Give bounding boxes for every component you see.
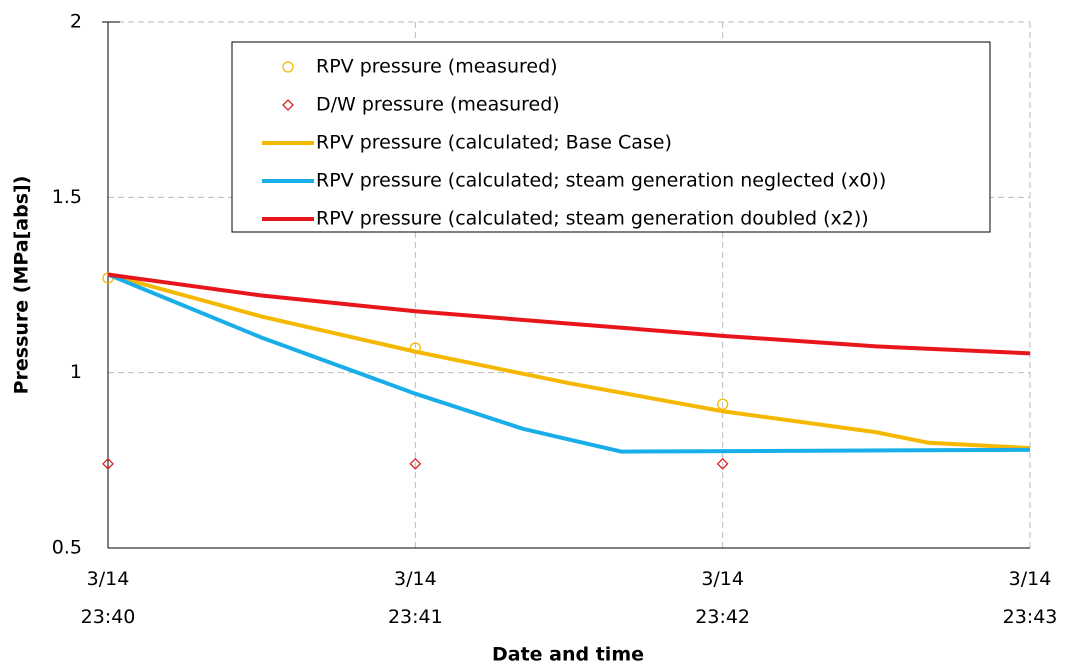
y-axis-label: Pressure (MPa[abs]) [11,176,33,395]
x-tick-label: 3/14 23:42 [695,568,751,628]
marker [102,457,114,470]
legend-label: RPV pressure (calculated; steam generati… [316,208,869,230]
legend-label: RPV pressure (measured) [316,56,558,78]
y-tick-label: 2 [70,11,82,33]
x-tick-label: 3/14 23:43 [1002,568,1058,628]
legend-label: D/W pressure (measured) [316,94,560,116]
x-axis-label: Date and time [492,644,644,666]
series-line [107,272,1031,356]
y-tick-label: 1.5 [52,186,82,208]
y-tick-label: 1 [70,361,82,383]
marker [409,457,422,470]
marker [282,61,294,73]
y-tick-label: 0.5 [52,537,82,559]
legend-label: RPV pressure (calculated; Base Case) [316,132,672,154]
x-tick-label: 3/14 23:40 [80,568,136,628]
x-tick-label: 3/14 23:41 [387,568,443,628]
marker [716,457,729,470]
legend-box [231,41,991,233]
legend-label: RPV pressure (calculated; steam generati… [316,170,886,192]
series-line [107,272,1031,454]
marker [282,99,294,111]
series-line [107,272,1031,451]
